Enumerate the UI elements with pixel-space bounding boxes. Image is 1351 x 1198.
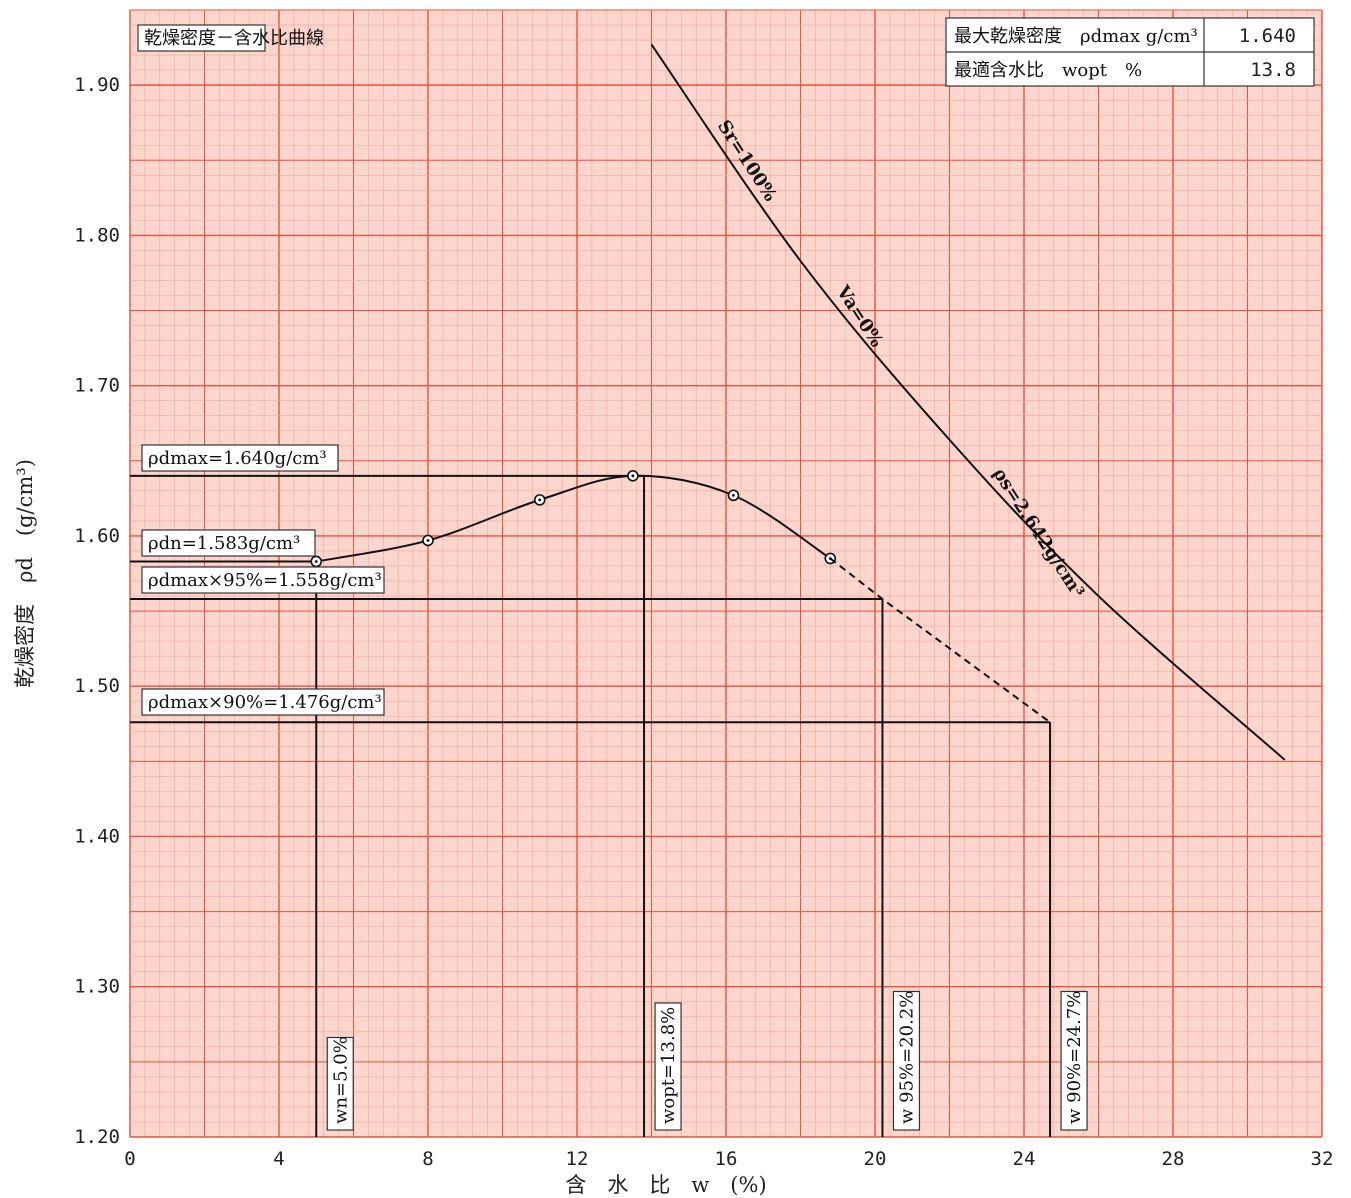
ref-label-v: wn=5.0% (326, 1036, 354, 1131)
ref-label-h: ρdmax×95%=1.558g/cm³ (141, 566, 385, 594)
zero-air-voids-line (650, 43, 1286, 761)
y-tick-label: 1.80 (74, 224, 120, 246)
ref-label-h-box (141, 529, 316, 557)
ref-label-h: ρdmax×90%=1.476g/cm³ (141, 688, 385, 716)
x-tick-label: 12 (566, 1148, 589, 1170)
table-row-value: 1.640 (1239, 25, 1296, 47)
x-tick-label: 32 (1311, 1148, 1334, 1170)
y-tick-label: 1.40 (74, 825, 120, 847)
chart-title-text: 乾燥密度－含水比曲線 (144, 28, 324, 49)
y-tick-label: 1.50 (74, 675, 120, 697)
table-row-label: 最大乾燥密度 ρdmax g/cm³ (954, 26, 1198, 47)
ref-label-v-text: w 95%=20.2% (896, 991, 917, 1124)
data-point-center (732, 493, 735, 497)
x-tick-label: 28 (1162, 1148, 1185, 1170)
ref-label-v: w 90%=24.7% (1060, 990, 1088, 1131)
ref-label-v-text: wn=5.0% (330, 1036, 351, 1124)
ref-label-h-text: ρdn=1.583g/cm³ (148, 533, 300, 554)
x-tick-label: 4 (273, 1148, 284, 1170)
chart-title: 乾燥密度－含水比曲線 (137, 24, 324, 52)
x-axis-title: 含 水 比 w (%) (565, 1173, 766, 1197)
ref-label-v-box (892, 990, 921, 1131)
data-point-center (631, 474, 635, 478)
ref-label-v: wopt=13.8% (654, 1002, 682, 1131)
y-tick-label: 1.20 (74, 1126, 120, 1148)
annotation-labels: 乾燥密度－含水比曲線 ρdmax=1.640g/cm³ ρdn=1.583g/cm³… (137, 24, 1088, 1131)
y-tick-label: 1.30 (74, 976, 120, 998)
y-tick-label: 1.60 (74, 525, 120, 547)
ref-label-h: ρdmax=1.640g/cm³ (141, 444, 339, 472)
ref-label-h-box (141, 566, 385, 594)
y-axis-title: 乾燥密度 ρd (g/cm³) (13, 459, 37, 688)
table-row-label: 最適含水比 wopt % (954, 60, 1142, 81)
table-row-value: 13.8 (1250, 59, 1296, 81)
y-tick-label: 1.90 (74, 74, 120, 96)
ref-label-v-box (654, 1002, 682, 1131)
ref-label-v-text: w 90%=24.7% (1064, 991, 1085, 1124)
x-tick-label: 20 (864, 1148, 887, 1170)
y-tick-label: 1.70 (74, 375, 120, 397)
ref-label-h-text: ρdmax×95%=1.558g/cm³ (148, 570, 382, 591)
ref-label-h-box (141, 688, 385, 716)
dashed-extension-line (829, 557, 1051, 724)
ref-label-h: ρdn=1.583g/cm³ (141, 529, 316, 557)
ref-label-h-text: ρdmax=1.640g/cm³ (148, 448, 327, 469)
chart-title-box (137, 24, 266, 52)
ref-label-v-box (1060, 990, 1088, 1131)
data-point-center (538, 498, 542, 502)
summary-table: 最大乾燥密度 ρdmax g/cm³ 1.640 最適含水比 wopt % 13.8 (945, 17, 1315, 87)
x-tick-label: 24 (1013, 1148, 1036, 1170)
axis-ticks: 0 4 8 12 16 20 24 28 32 1.20 1.30 1.40 1.50 1.60 1.70 1… (74, 74, 1333, 1170)
compaction-curve (316, 474, 831, 563)
ref-label-v-text: wopt=13.8% (658, 1007, 679, 1124)
x-tick-label: 8 (422, 1148, 433, 1170)
x-tick-label: 16 (715, 1148, 738, 1170)
ref-label-v-box (326, 1036, 354, 1131)
ref-label-h-text: ρdmax×90%=1.476g/cm³ (148, 692, 382, 713)
data-point-center (426, 539, 430, 542)
ref-label-h-box (141, 444, 339, 472)
ref-label-v: w 95%=20.2% (892, 990, 921, 1131)
data-point-center (314, 560, 318, 563)
reference-lines (130, 474, 1052, 1137)
x-tick-label: 0 (124, 1148, 135, 1170)
